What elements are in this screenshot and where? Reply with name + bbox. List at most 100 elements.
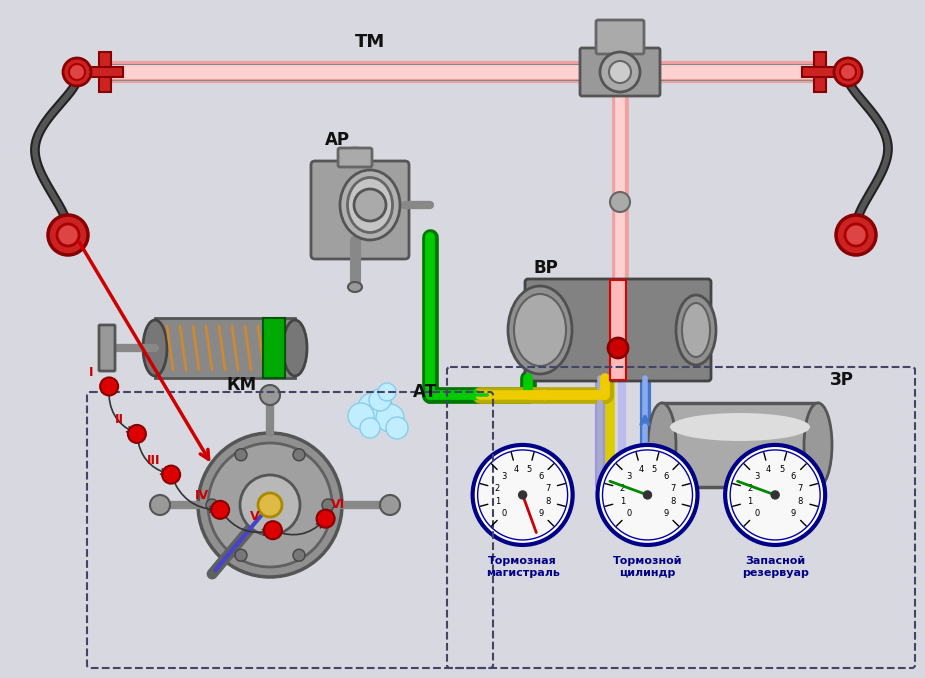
Circle shape — [836, 215, 876, 255]
Circle shape — [376, 404, 404, 432]
Ellipse shape — [676, 295, 716, 365]
Ellipse shape — [340, 170, 400, 240]
Circle shape — [208, 443, 332, 567]
Bar — [802, 67, 838, 77]
Circle shape — [150, 495, 170, 515]
Text: 2: 2 — [747, 483, 753, 493]
Text: 8: 8 — [670, 497, 675, 506]
Text: III: III — [146, 454, 160, 467]
Circle shape — [63, 58, 91, 86]
Text: 0: 0 — [501, 508, 507, 518]
Ellipse shape — [143, 320, 167, 376]
Circle shape — [609, 61, 631, 83]
Circle shape — [600, 52, 640, 92]
Ellipse shape — [348, 282, 362, 292]
Circle shape — [206, 499, 218, 511]
Circle shape — [386, 417, 408, 439]
Ellipse shape — [348, 178, 392, 233]
FancyBboxPatch shape — [99, 325, 115, 371]
Circle shape — [380, 495, 400, 515]
Circle shape — [730, 450, 820, 540]
Text: 8: 8 — [545, 497, 550, 506]
Circle shape — [369, 389, 391, 411]
Text: 5: 5 — [651, 465, 657, 475]
Ellipse shape — [682, 303, 710, 357]
Circle shape — [357, 392, 393, 428]
Circle shape — [57, 224, 79, 246]
Ellipse shape — [508, 286, 572, 374]
Text: Тормозной
цилиндр: Тормозной цилиндр — [612, 556, 683, 578]
Text: КМ: КМ — [227, 376, 257, 394]
Text: 5: 5 — [526, 465, 532, 475]
Text: 6: 6 — [663, 472, 669, 481]
Text: ВР: ВР — [534, 259, 559, 277]
Text: 4: 4 — [513, 465, 519, 475]
Bar — [155, 318, 295, 378]
Text: 5: 5 — [779, 465, 784, 475]
Circle shape — [644, 491, 651, 499]
Text: 6: 6 — [538, 472, 544, 481]
Text: 7: 7 — [797, 483, 803, 493]
Text: II: II — [115, 414, 123, 426]
Circle shape — [293, 549, 305, 561]
Bar — [87, 67, 123, 77]
Bar — [99, 52, 111, 92]
Text: 2: 2 — [495, 483, 500, 493]
Text: 9: 9 — [663, 508, 669, 518]
Circle shape — [235, 449, 247, 461]
Bar — [263, 318, 285, 378]
Text: 4: 4 — [638, 465, 644, 475]
Circle shape — [598, 445, 697, 545]
Text: 3: 3 — [754, 472, 759, 481]
Text: 7: 7 — [670, 483, 675, 493]
Circle shape — [316, 510, 335, 527]
Circle shape — [834, 58, 862, 86]
Circle shape — [348, 403, 374, 429]
Circle shape — [100, 378, 118, 395]
Text: Тормозная
магистраль: Тормозная магистраль — [486, 556, 560, 578]
Circle shape — [725, 445, 825, 545]
Text: Запасной
резервуар: Запасной резервуар — [742, 556, 808, 578]
Circle shape — [477, 450, 568, 540]
Text: 3: 3 — [501, 472, 507, 481]
Circle shape — [771, 491, 779, 499]
Text: 3: 3 — [626, 472, 632, 481]
Bar — [662, 403, 818, 487]
Circle shape — [264, 521, 282, 539]
Text: 0: 0 — [754, 508, 759, 518]
Circle shape — [608, 338, 628, 358]
Circle shape — [69, 64, 85, 80]
Text: V: V — [250, 510, 260, 523]
Text: I: I — [89, 366, 93, 379]
Circle shape — [840, 64, 856, 80]
Text: 4: 4 — [766, 465, 771, 475]
Text: 1: 1 — [620, 497, 625, 506]
Text: IV: IV — [195, 490, 209, 502]
Text: 1: 1 — [495, 497, 500, 506]
Bar — [610, 280, 626, 380]
Ellipse shape — [804, 403, 832, 487]
Bar — [814, 52, 826, 92]
Circle shape — [162, 466, 180, 483]
FancyBboxPatch shape — [580, 48, 660, 96]
Text: ЗР: ЗР — [830, 371, 854, 389]
Circle shape — [378, 383, 396, 401]
Text: АТ: АТ — [413, 383, 438, 401]
Circle shape — [354, 189, 386, 221]
Text: 1: 1 — [747, 497, 753, 506]
Text: 6: 6 — [791, 472, 796, 481]
FancyBboxPatch shape — [338, 148, 372, 167]
Circle shape — [473, 445, 573, 545]
Circle shape — [211, 501, 229, 519]
Text: VI: VI — [330, 498, 345, 511]
Circle shape — [235, 549, 247, 561]
Circle shape — [845, 224, 867, 246]
Circle shape — [519, 491, 526, 499]
Ellipse shape — [648, 403, 676, 487]
Circle shape — [260, 385, 280, 405]
Circle shape — [48, 215, 88, 255]
Circle shape — [198, 433, 342, 577]
Text: АР: АР — [325, 131, 350, 149]
Circle shape — [128, 425, 146, 443]
FancyBboxPatch shape — [525, 279, 711, 381]
